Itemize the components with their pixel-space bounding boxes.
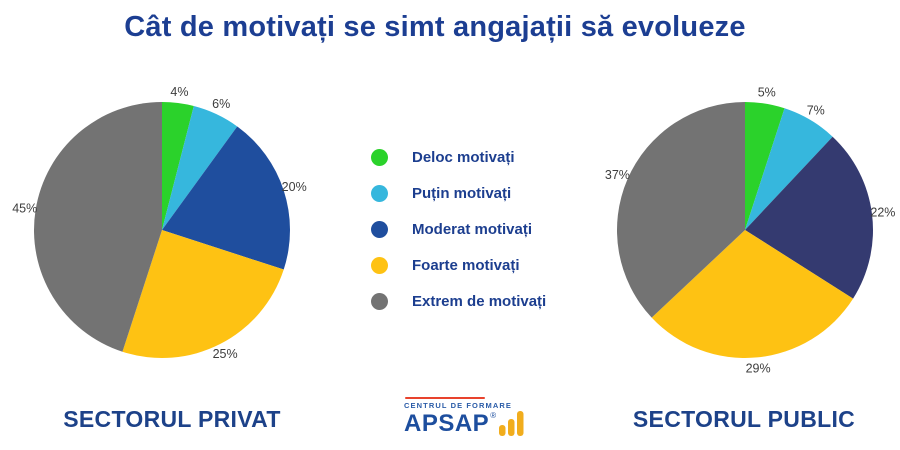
legend-item-label: Foarte motivați (412, 257, 520, 274)
label-sectorul-public: SECTORUL PUBLIC (632, 406, 856, 432)
pie-slice-0 (162, 102, 194, 230)
label-sectorul-privat: SECTORUL PRIVAT (63, 406, 281, 432)
pie-slice-3 (122, 230, 284, 358)
legend-item-putin-motivati: Puțin motivați (371, 185, 546, 202)
pie-slice-value-label: 4% (170, 85, 188, 99)
logo-tagline: CENTRUL DE FORMARE (404, 401, 512, 410)
pie-slice-value-label: 25% (213, 347, 238, 361)
legend-dot-icon (371, 149, 388, 166)
pie-slice-2 (162, 126, 291, 270)
legend-dot-icon (371, 221, 388, 238)
pie-slice-value-label: 20% (282, 180, 307, 194)
pie-slice-1 (162, 106, 238, 230)
registered-trademark-icon: ® (490, 411, 497, 420)
pie-slice-4 (617, 102, 745, 318)
pie-chart-sectorul-privat: 4% 6% 20% 25% 45% (12, 85, 307, 361)
pie-slice-2 (745, 136, 873, 299)
pie-slice-value-label: 5% (758, 86, 776, 100)
legend-item-label: Puțin motivați (412, 185, 512, 202)
legend-dot-icon (371, 293, 388, 310)
legend-dot-icon (371, 185, 388, 202)
pie-slice-3 (651, 230, 854, 358)
pie-slice-0 (745, 102, 785, 230)
legend-item-deloc-motivati: Deloc motivați (371, 149, 546, 166)
page-title: Cât de motivați se simt angajații să evo… (124, 11, 746, 43)
pie-slice-value-label: 45% (12, 201, 37, 215)
apsap-logo: CENTRUL DE FORMARE APSAP ® (404, 397, 524, 437)
pie-slice-1 (745, 108, 833, 230)
pie-slice-4 (34, 102, 162, 352)
pie-slice-value-label: 29% (746, 361, 771, 375)
legend-item-label: Deloc motivați (412, 149, 515, 166)
legend-item-extrem-de-motivati: Extrem de motivați (371, 293, 546, 310)
pie-slice-value-label: 22% (870, 206, 895, 220)
logo-accent-line (405, 397, 485, 399)
logo-name: APSAP (404, 410, 490, 437)
legend-item-label: Moderat motivați (412, 221, 533, 238)
legend: Deloc motivați Puțin motivați Moderat mo… (371, 149, 546, 329)
pie-slice-value-label: 7% (807, 103, 825, 117)
pie-slice-value-label: 6% (212, 97, 230, 111)
bar-chart-icon (499, 411, 524, 436)
legend-item-label: Extrem de motivați (412, 293, 547, 310)
legend-dot-icon (371, 257, 388, 274)
legend-item-moderat-motivati: Moderat motivați (371, 221, 546, 238)
pie-slice-value-label: 37% (605, 168, 630, 182)
legend-item-foarte-motivati: Foarte motivați (371, 257, 546, 274)
pie-chart-sectorul-public: 5% 7% 22% 29% 37% (605, 86, 896, 376)
